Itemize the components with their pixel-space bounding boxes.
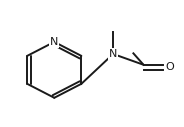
- Text: N: N: [109, 49, 117, 59]
- Text: O: O: [166, 62, 175, 72]
- Text: N: N: [50, 37, 59, 47]
